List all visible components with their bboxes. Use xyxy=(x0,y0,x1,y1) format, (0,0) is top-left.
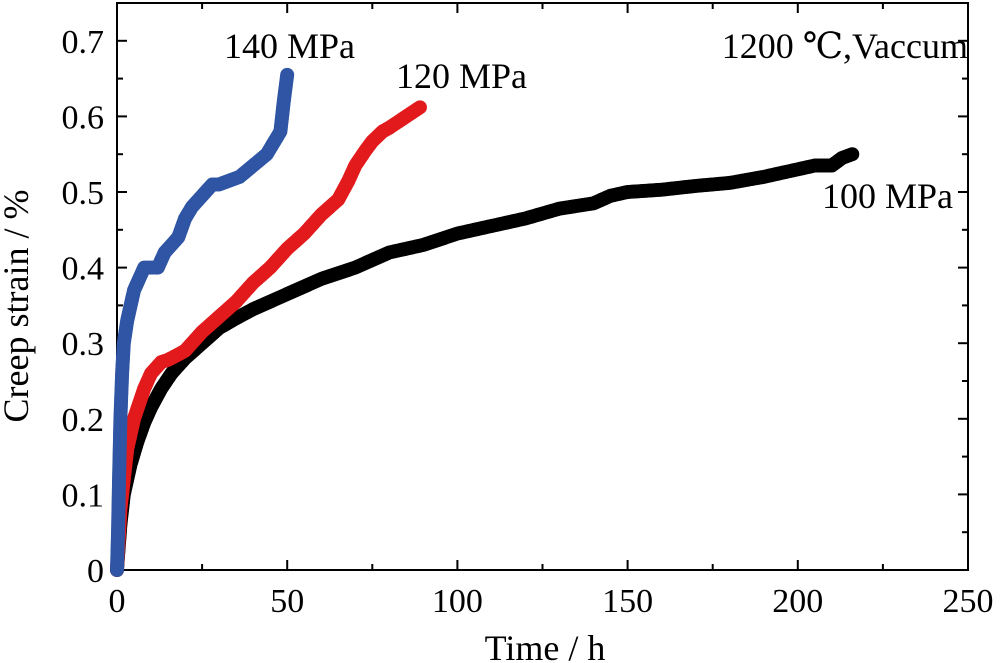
condition-label: 1200 ℃,Vaccum xyxy=(722,26,968,66)
data-point xyxy=(412,100,427,115)
y-tick-label: 0.5 xyxy=(62,175,105,212)
y-tick-label: 0.4 xyxy=(62,251,105,288)
y-tick-label: 0 xyxy=(87,553,104,590)
x-tick-label: 250 xyxy=(943,583,994,620)
y-tick-label: 0.1 xyxy=(62,477,105,514)
series-100-mpa xyxy=(110,147,860,577)
series-layer xyxy=(110,67,860,577)
chart-labels: Time / h Creep strain / % 1200 ℃,Vaccum … xyxy=(0,26,968,663)
x-tick-label: 150 xyxy=(602,583,653,620)
y-axis-label: Creep strain / % xyxy=(0,190,36,423)
data-point xyxy=(845,147,860,162)
series-label-140: 140 MPa xyxy=(224,26,355,66)
series-label-120: 120 MPa xyxy=(396,56,527,96)
x-tick-label: 200 xyxy=(772,583,823,620)
series-120-mpa xyxy=(110,100,427,577)
series-140-mpa xyxy=(110,67,295,577)
x-tick-label: 100 xyxy=(432,583,483,620)
y-tick-label: 0.6 xyxy=(62,99,105,136)
x-tick-label: 0 xyxy=(109,583,126,620)
y-tick-label: 0.2 xyxy=(62,402,105,439)
x-axis-label: Time / h xyxy=(485,628,606,663)
chart-axes: 0 50 100 150 200 250 0 0.1 0.2 0.3 0.4 0.5 0.6 0.7 xyxy=(62,2,994,620)
data-point xyxy=(280,67,295,82)
x-tick-label: 50 xyxy=(270,583,304,620)
y-tick-label: 0.3 xyxy=(62,326,105,363)
y-tick-label: 0.7 xyxy=(62,24,105,61)
series-label-100: 100 MPa xyxy=(822,176,953,216)
